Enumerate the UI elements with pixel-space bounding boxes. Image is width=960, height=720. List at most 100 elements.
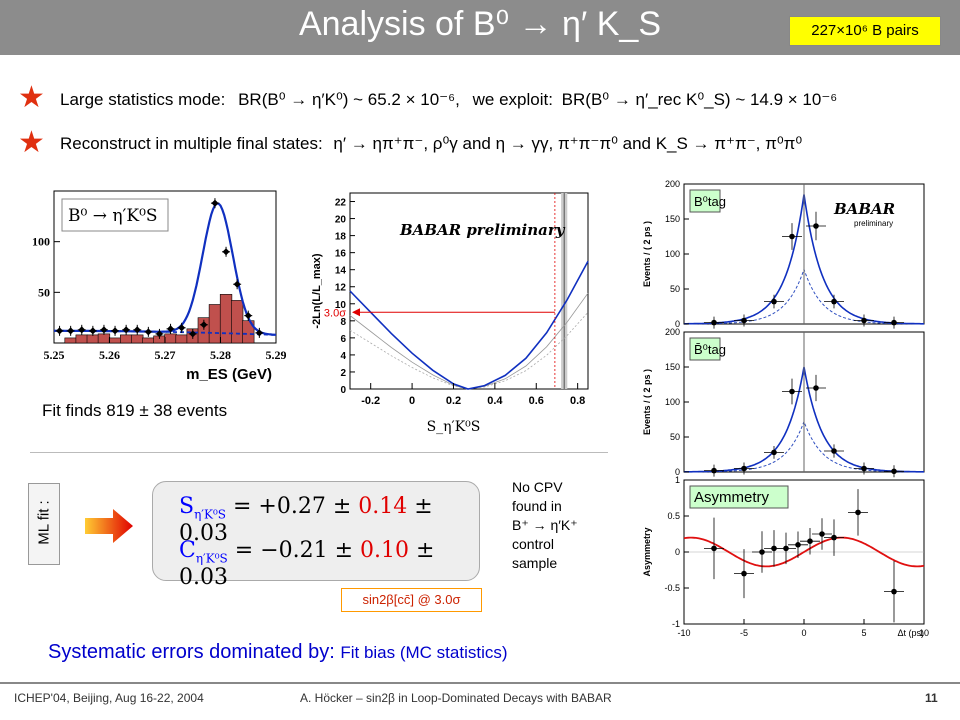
y-tick-label: 100 <box>32 235 50 249</box>
footer-page-number: 11 <box>925 691 938 705</box>
panel-title: B⁰tag <box>694 194 726 209</box>
histogram-bar <box>131 334 144 344</box>
data-point <box>891 468 897 475</box>
y-tick-label: 150 <box>665 214 680 224</box>
systematics-prefix: Systematic errors dominated by: <box>48 641 335 663</box>
s-value: = +0.27 ± <box>233 494 359 519</box>
y-tick-label: 0 <box>675 319 680 329</box>
no-cpv-line: sample <box>512 555 558 571</box>
no-cpv-line: control <box>512 536 555 552</box>
x-tick-label: 5.25 <box>44 348 65 362</box>
ml-fit-label: ML fit : <box>35 500 53 545</box>
babar-preliminary-text: preliminary <box>854 219 893 228</box>
x-tick-label: 0 <box>409 395 415 407</box>
chart-title: B⁰ → η′K⁰S <box>68 206 158 226</box>
y-tick-label: 50 <box>670 284 680 294</box>
x-tick-label: 5.28 <box>210 348 231 362</box>
data-point <box>200 321 208 329</box>
y-tick-label: 4 <box>340 351 346 362</box>
x-axis-label: Δt (ps) <box>897 628 924 638</box>
s-syst-error: ± 0.03 <box>179 494 433 547</box>
histogram-bar <box>164 333 177 344</box>
c-subscript: η′K⁰S <box>195 551 228 566</box>
mes-plot: 5.25 5.26 5.27 5.28 5.29 50 100 m_ES (GeV) B⁰ → … <box>14 183 287 393</box>
y-tick-label: 0 <box>675 547 680 557</box>
data-point <box>711 467 717 474</box>
panel-title: Asymmetry <box>694 489 770 506</box>
data-point <box>100 326 108 334</box>
x-tick-label: 5.27 <box>155 348 176 362</box>
data-point <box>831 534 837 541</box>
y-tick-label: 0.5 <box>667 511 680 521</box>
no-cpv-line: B⁺ → η′K⁺ <box>512 517 578 533</box>
data-point <box>741 570 747 577</box>
data-point <box>783 545 789 552</box>
panel-title: B̄⁰tag <box>694 342 726 357</box>
data-point <box>831 448 837 454</box>
x-tick-label: 5.26 <box>99 348 120 362</box>
y-tick-label: 50 <box>670 432 680 442</box>
plot-frame <box>349 192 589 390</box>
panel-title-box <box>689 189 721 213</box>
y-tick-label: 0 <box>675 467 680 477</box>
data-point <box>771 298 777 305</box>
y-tick-label: 16 <box>335 249 347 260</box>
data-point <box>855 509 861 516</box>
x-tick-label: 5 <box>861 628 866 638</box>
data-point <box>244 312 252 320</box>
x-tick-label: 0 <box>801 628 806 638</box>
data-point <box>861 465 867 472</box>
y-tick-label: 6 <box>340 334 346 345</box>
y-axis-label: -2Ln(L/L_max) <box>311 253 323 329</box>
panel-title-box <box>689 337 721 361</box>
no-cpv-note: No CPV found in B⁺ → η′K⁺ control sample <box>512 478 578 573</box>
ml-fit-label-box: ML fit : <box>28 483 60 565</box>
data-point <box>813 223 819 229</box>
data-point <box>789 233 795 240</box>
y-axis-label: Events / ( 2 ps ) <box>642 369 652 435</box>
y-tick-label: 14 <box>335 266 347 277</box>
likelihood-plot-svg: 3.0σ -0.2 0 0.2 0.4 0.6 0.8 0 2 4 6 8 10 12 14 16 18 20 22… <box>311 192 589 435</box>
c-syst-error: ± 0.03 <box>179 538 435 591</box>
sigma-arrow <box>352 308 360 317</box>
data-point <box>255 329 263 337</box>
s-stat-error: 0.14 <box>358 494 408 519</box>
y-tick-label: 1 <box>675 475 680 485</box>
data-point <box>711 319 717 326</box>
b-pairs-badge: 227×10⁶ B pairs <box>789 16 941 46</box>
histogram-bar <box>231 300 244 344</box>
histogram-bar <box>142 337 155 344</box>
histogram-bar <box>242 320 255 344</box>
c-value: = −0.21 ± <box>234 538 361 563</box>
data-point <box>211 199 219 207</box>
data-point <box>189 330 197 338</box>
data-point <box>795 542 801 548</box>
data-point <box>813 385 819 391</box>
histogram-bar <box>108 337 122 344</box>
data-point <box>759 549 765 555</box>
mes-plot-svg: 5.25 5.26 5.27 5.28 5.29 50 100 m_ES (GeV) B⁰ → … <box>32 190 287 383</box>
y-tick-label: -1 <box>672 619 680 629</box>
x-tick-label: -10 <box>677 628 690 638</box>
data-point <box>861 317 867 324</box>
data-point <box>155 330 163 338</box>
x-tick-label: 0.4 <box>487 395 503 407</box>
babar-logo-text: BABAR <box>833 200 895 218</box>
result-box: Sη′K⁰S = +0.27 ± 0.14 ± 0.03 Cη′K⁰S = −0… <box>152 481 480 590</box>
bullet-1: Large statistics mode: BR(B⁰ → η′K⁰) ~ 6… <box>60 89 837 111</box>
s-symbol: S <box>179 494 195 519</box>
y-tick-label: 50 <box>38 285 50 299</box>
x-tick-label: -0.2 <box>361 395 380 407</box>
data-point <box>819 531 825 537</box>
result-s-line: Sη′K⁰S = +0.27 ± 0.14 ± 0.03 <box>179 494 479 546</box>
data-point <box>67 327 75 335</box>
data-point <box>771 449 777 456</box>
bullet-1-formula-a: BR(B⁰ → η′K⁰) ~ 65.2 × 10⁻⁶, <box>238 90 460 109</box>
histogram-bar <box>208 304 222 344</box>
slide-title: Analysis of B⁰ → η′ K_S <box>298 5 662 43</box>
c-symbol: C <box>179 538 196 563</box>
histogram-bar <box>120 334 133 344</box>
y-tick-label: 100 <box>665 397 680 407</box>
likelihood-plot: 3.0σ -0.2 0 0.2 0.4 0.6 0.8 0 2 4 6 8 10 12 14 16 18 20 22… <box>300 185 605 440</box>
